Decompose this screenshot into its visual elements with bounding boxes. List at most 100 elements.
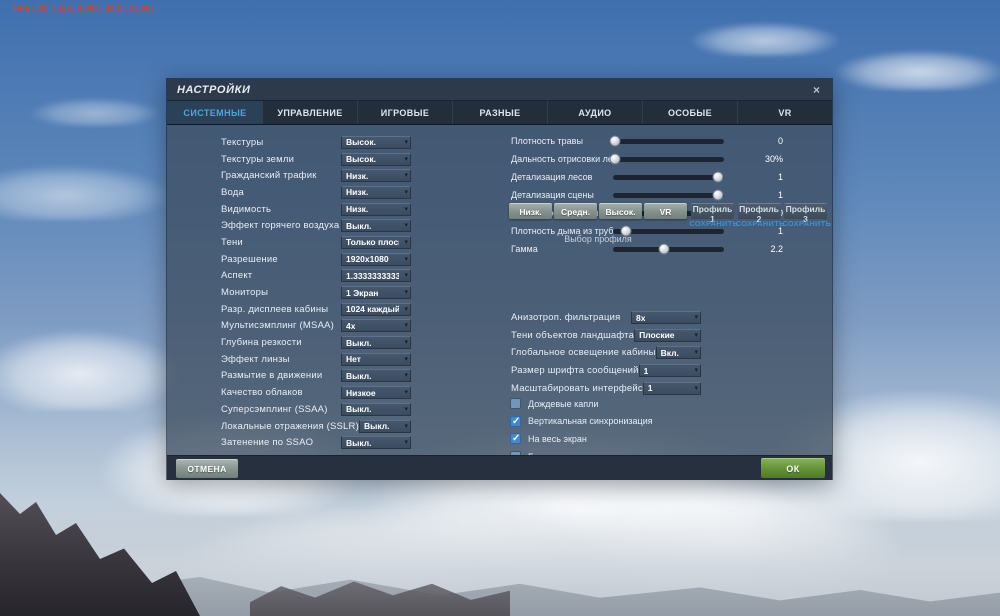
dropdown-select[interactable]: Выкл. ▾ <box>358 419 411 433</box>
dropdown-select[interactable]: Выкл. ▾ <box>341 219 411 233</box>
chevron-down-icon: ▾ <box>404 405 408 413</box>
dropdown-select[interactable]: 1.3333333333333 ▾ <box>341 269 411 283</box>
tab[interactable]: РАЗНЫЕ <box>452 101 547 124</box>
setting-label: Тени объектов ландшафта <box>511 329 635 341</box>
slider-handle[interactable] <box>712 171 724 183</box>
slider-handle[interactable] <box>609 135 621 147</box>
profiles-panel: Низк. Средн. Высок. VR Профиль 1 <box>509 203 832 244</box>
setting-row: Видимость Низк. ▾ <box>221 201 411 218</box>
dropdown-value: 1.3333333333333 <box>346 270 399 281</box>
checkbox-row[interactable]: Дождевые капли <box>510 395 721 413</box>
dropdown-select[interactable]: Плоские ▾ <box>634 328 701 342</box>
dropdown-value: Низк. <box>346 170 369 181</box>
checkbox-row[interactable]: Вертикальная синхронизация <box>510 413 721 431</box>
preset-button[interactable]: Высок. <box>599 203 642 219</box>
checkbox[interactable] <box>510 415 521 427</box>
dropdown-select[interactable]: 1 ▾ <box>638 364 701 378</box>
dropdown-select[interactable]: Низк. ▾ <box>341 185 411 199</box>
slider-track[interactable] <box>613 171 724 183</box>
dropdown-select[interactable]: 4x ▾ <box>341 319 411 333</box>
slider-track[interactable] <box>613 225 724 237</box>
cloud <box>0 330 180 410</box>
slider-handle[interactable] <box>712 189 724 201</box>
preset-button[interactable]: Низк. <box>509 203 552 219</box>
setting-row: Эффект горячего воздуха Выкл. ▾ <box>221 217 411 234</box>
dropdown-value: Выкл. <box>346 437 372 448</box>
slider-handle[interactable] <box>658 243 670 255</box>
dropdown-select[interactable]: Выкл. ▾ <box>341 336 411 350</box>
preset-button[interactable]: VR <box>644 203 687 219</box>
dropdown-select[interactable]: Низк. ▾ <box>341 202 411 216</box>
slider-value: 0 <box>777 136 783 146</box>
chevron-down-icon: ▾ <box>404 322 408 330</box>
dropdown-select[interactable]: 1920x1080 ▾ <box>341 252 411 266</box>
setting-row: Разр. дисплеев кабины 1024 каждый кадр ▾ <box>221 301 411 318</box>
setting-label: Глубина резкости <box>221 337 302 349</box>
tab[interactable]: СИСТЕМНЫЕ <box>167 101 262 124</box>
dropdown-select[interactable]: 1024 каждый кадр ▾ <box>341 302 411 316</box>
slider-value: 30% <box>764 154 783 164</box>
tab[interactable]: АУДИО <box>547 101 642 124</box>
slider-track[interactable] <box>609 153 724 165</box>
dropdown-select[interactable]: Нет ▾ <box>341 352 411 366</box>
dropdown-select[interactable]: Выкл. ▾ <box>341 369 411 383</box>
dropdown-value: Выкл. <box>363 421 390 432</box>
checkbox[interactable] <box>510 398 521 410</box>
slider-label: Плотность травы <box>511 136 583 146</box>
dropdown-select[interactable]: Низк. ▾ <box>341 169 411 183</box>
setting-label: Видимость <box>221 203 272 215</box>
save-profile-link[interactable]: СОХРАНИТЬ <box>735 219 785 228</box>
render-settings-list: Анизотроп. фильтрация 8x ▾ Тени объектов… <box>511 309 701 397</box>
chevron-down-icon: ▾ <box>694 367 698 375</box>
cancel-button[interactable]: ОТМЕНА <box>176 459 238 478</box>
close-icon[interactable]: × <box>812 82 820 97</box>
setting-row: Эффект линзы Нет ▾ <box>221 351 411 368</box>
save-profile-link[interactable]: СОХРАНИТЬ <box>689 219 739 228</box>
dropdown-select[interactable]: 8x ▾ <box>631 311 701 325</box>
cloud <box>0 165 170 220</box>
dropdown-select[interactable]: Только плоские ▾ <box>341 235 411 249</box>
slider-value: 1 <box>777 190 783 200</box>
slider-handle[interactable] <box>620 225 632 237</box>
setting-label: Анизотроп. фильтрация <box>511 312 621 324</box>
tab[interactable]: ИГРОВЫЕ <box>357 101 452 124</box>
setting-label: Эффект горячего воздуха <box>221 220 340 232</box>
graphics-settings-list: Текстуры Высок. ▾ Текстуры земли Высок. … <box>221 134 411 451</box>
tab[interactable]: VR <box>737 101 832 124</box>
dropdown-value: Высок. <box>346 137 376 148</box>
dropdown-select[interactable]: 1 Экран ▾ <box>341 286 411 300</box>
profile-button[interactable]: Профиль 1 <box>691 203 734 224</box>
dropdown-select[interactable]: Высок. ▾ <box>341 135 411 149</box>
tab[interactable]: УПРАВЛЕНИЕ <box>262 101 357 124</box>
slider-value: 2.2 <box>770 244 783 254</box>
fps-counter: FPS: 60. Time: 0.000. (MIS: 0.000) <box>14 4 154 13</box>
slider-track[interactable] <box>609 135 724 147</box>
checkbox[interactable] <box>510 433 521 445</box>
slider-handle[interactable] <box>609 153 621 165</box>
slider-track[interactable] <box>613 243 724 255</box>
setting-label: Размытие в движении <box>221 370 323 382</box>
chevron-down-icon: ▾ <box>694 349 698 357</box>
dropdown-select[interactable]: Выкл. ▾ <box>341 402 411 416</box>
setting-row: Текстуры земли Высок. ▾ <box>221 151 411 168</box>
setting-row: Масштабировать интерфейс 1 ▾ <box>511 379 701 397</box>
setting-label: Суперсэмплинг (SSAA) <box>221 403 328 415</box>
ok-button[interactable]: ОК <box>761 458 825 478</box>
dropdown-select[interactable]: Высок. ▾ <box>341 152 411 166</box>
save-profile-link[interactable]: СОХРАНИТЬ <box>782 219 832 228</box>
preset-button[interactable]: Средн. <box>554 203 597 219</box>
dropdown-value: Вкл. <box>660 347 679 358</box>
dropdown-select[interactable]: Низкое ▾ <box>341 386 411 400</box>
dropdown-select[interactable]: Вкл. ▾ <box>655 346 701 360</box>
dropdown-select[interactable]: Выкл. ▾ <box>341 436 411 450</box>
slider-label: Детализация лесов <box>511 172 593 182</box>
setting-row: Тени объектов ландшафта Плоские ▾ <box>511 327 701 345</box>
profile-button[interactable]: Профиль 2 <box>737 203 781 224</box>
tab[interactable]: ОСОБЫЕ <box>642 101 737 124</box>
chevron-down-icon: ▾ <box>404 222 408 230</box>
dropdown-select[interactable]: 1 ▾ <box>642 381 701 395</box>
checkbox-row[interactable]: На весь экран <box>510 430 721 448</box>
dropdown-value: Низкое <box>346 387 376 398</box>
slider-track[interactable] <box>613 189 724 201</box>
profile-button[interactable]: Профиль 3 <box>784 203 827 224</box>
